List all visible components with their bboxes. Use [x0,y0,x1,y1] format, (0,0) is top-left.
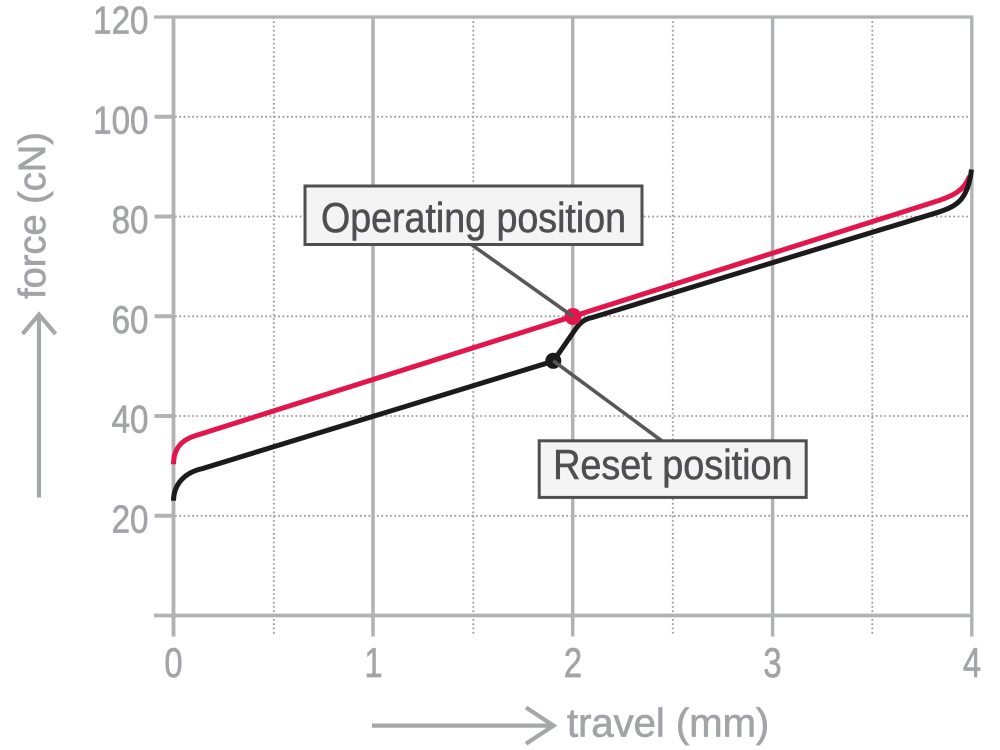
svg-text:60: 60 [112,297,149,341]
svg-text:Operating position: Operating position [321,195,626,241]
svg-text:40: 40 [112,397,149,441]
svg-text:2: 2 [564,639,582,686]
svg-text:3: 3 [763,639,781,686]
svg-text:20: 20 [112,497,149,541]
svg-text:force (cN): force (cN) [12,132,54,299]
svg-text:0: 0 [164,639,182,686]
svg-text:1: 1 [364,639,382,686]
svg-text:80: 80 [112,197,149,241]
svg-text:Reset position: Reset position [553,442,792,488]
svg-text:120: 120 [93,0,148,42]
svg-text:4: 4 [963,639,981,686]
svg-text:travel (mm): travel (mm) [567,701,769,745]
svg-text:100: 100 [93,98,148,142]
